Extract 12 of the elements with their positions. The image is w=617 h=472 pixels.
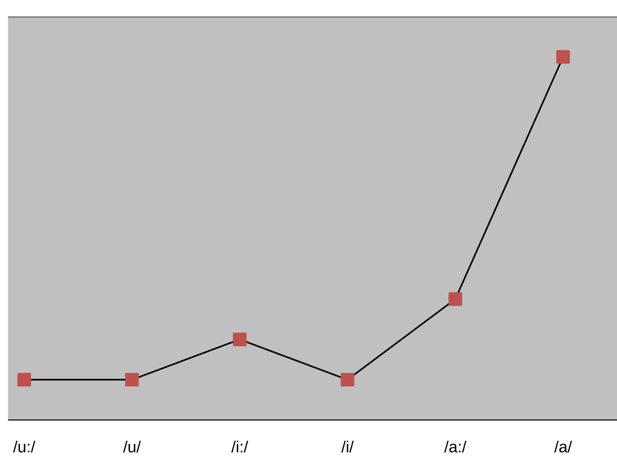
point (125, 372, 139, 386)
x-tick-label: /i:/ (231, 440, 248, 452)
point (232, 332, 247, 346)
point (340, 372, 354, 386)
point (17, 372, 31, 386)
x-tick-label: /u:/ (13, 440, 36, 452)
x-tick-label: /u/ (123, 440, 141, 452)
point (556, 50, 570, 64)
point (448, 292, 462, 306)
x-tick-label: /a/ (554, 440, 572, 452)
x-tick-label: /i/ (341, 440, 354, 452)
x-tick-label: /a:/ (444, 440, 466, 452)
